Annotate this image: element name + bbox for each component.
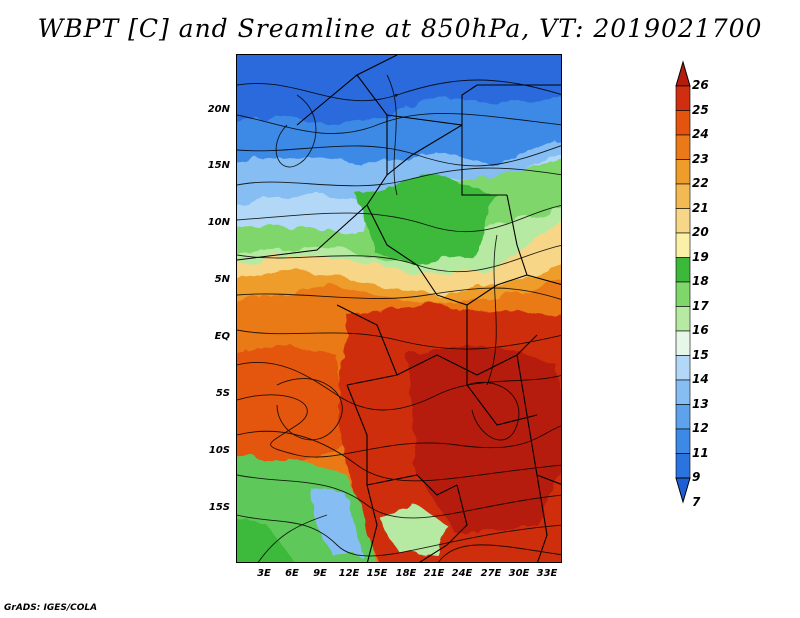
colorbar-label: 14 [692, 372, 709, 386]
colorbar-box [675, 355, 691, 381]
colorbar-boxes [675, 85, 691, 479]
colorbar-box [675, 404, 691, 430]
colorbar-label: 13 [692, 396, 709, 411]
colorbar-label: 15 [692, 347, 709, 362]
colorbar-label: 7 [692, 494, 701, 509]
lon-label: 33E [536, 568, 558, 579]
lon-label: 15E [366, 568, 388, 579]
colorbar-box [675, 183, 691, 209]
lat-label: EQ [214, 331, 230, 342]
colorbar-label: 25 [692, 102, 709, 117]
lat-label: 10N [207, 217, 230, 228]
colorbar-label: 21 [692, 200, 709, 215]
lat-label: 10S [208, 445, 230, 456]
colorbar-label: 16 [692, 323, 709, 337]
lat-label: 5N [214, 274, 230, 285]
lat-label: 20N [207, 104, 230, 115]
colorbar-box [675, 232, 691, 258]
colorbar-box [675, 428, 691, 454]
lat-label: 15N [207, 160, 230, 171]
lon-label: 18E [395, 568, 417, 579]
colorbar-label: 12 [692, 421, 709, 435]
colorbar-box [675, 281, 691, 307]
colorbar-label: 26 [692, 78, 709, 92]
colorbar-label: 24 [692, 127, 709, 141]
colorbar-label: 18 [692, 274, 709, 288]
colorbar-box [675, 159, 691, 185]
colorbar-box [675, 306, 691, 332]
colorbar-box [675, 110, 691, 136]
colorbar-label: 20 [692, 225, 709, 239]
colorbar-box [675, 453, 691, 479]
lon-label: 9E [313, 568, 327, 579]
colorbar-label: 23 [692, 151, 709, 166]
lat-label: 5S [215, 388, 230, 399]
colorbar-box [675, 330, 691, 356]
colorbar [675, 60, 691, 504]
colorbar-label: 19 [692, 249, 709, 264]
colorbar-box [675, 85, 691, 111]
lon-label: 12E [338, 568, 360, 579]
colorbar-label: 22 [692, 176, 709, 190]
colorbar-label: 17 [692, 298, 709, 313]
country-borders [237, 55, 561, 562]
colorbar-top-arrow [675, 60, 691, 87]
wbpt-field-map [237, 55, 561, 562]
footer-credit: GrADS: IGES/COLA [4, 603, 98, 613]
lon-label: 27E [480, 568, 502, 579]
colorbar-box [675, 257, 691, 283]
lon-label: 3E [257, 568, 271, 579]
map-title: WBPT [C] and Sreamline at 850hPa, VT: 20… [37, 14, 763, 43]
wbpt-shading [237, 55, 561, 562]
colorbar-label: 11 [692, 445, 709, 460]
lon-label: 30E [508, 568, 530, 579]
colorbar-bottom-arrow [675, 477, 691, 504]
colorbar-label: 9 [692, 470, 701, 484]
colorbar-box [675, 208, 691, 234]
lon-label: 21E [423, 568, 445, 579]
lat-label: 15S [208, 502, 230, 513]
lon-label: 6E [285, 568, 299, 579]
colorbar-box [675, 134, 691, 160]
colorbar-box [675, 379, 691, 405]
map-panel [236, 54, 562, 563]
lon-label: 24E [451, 568, 473, 579]
